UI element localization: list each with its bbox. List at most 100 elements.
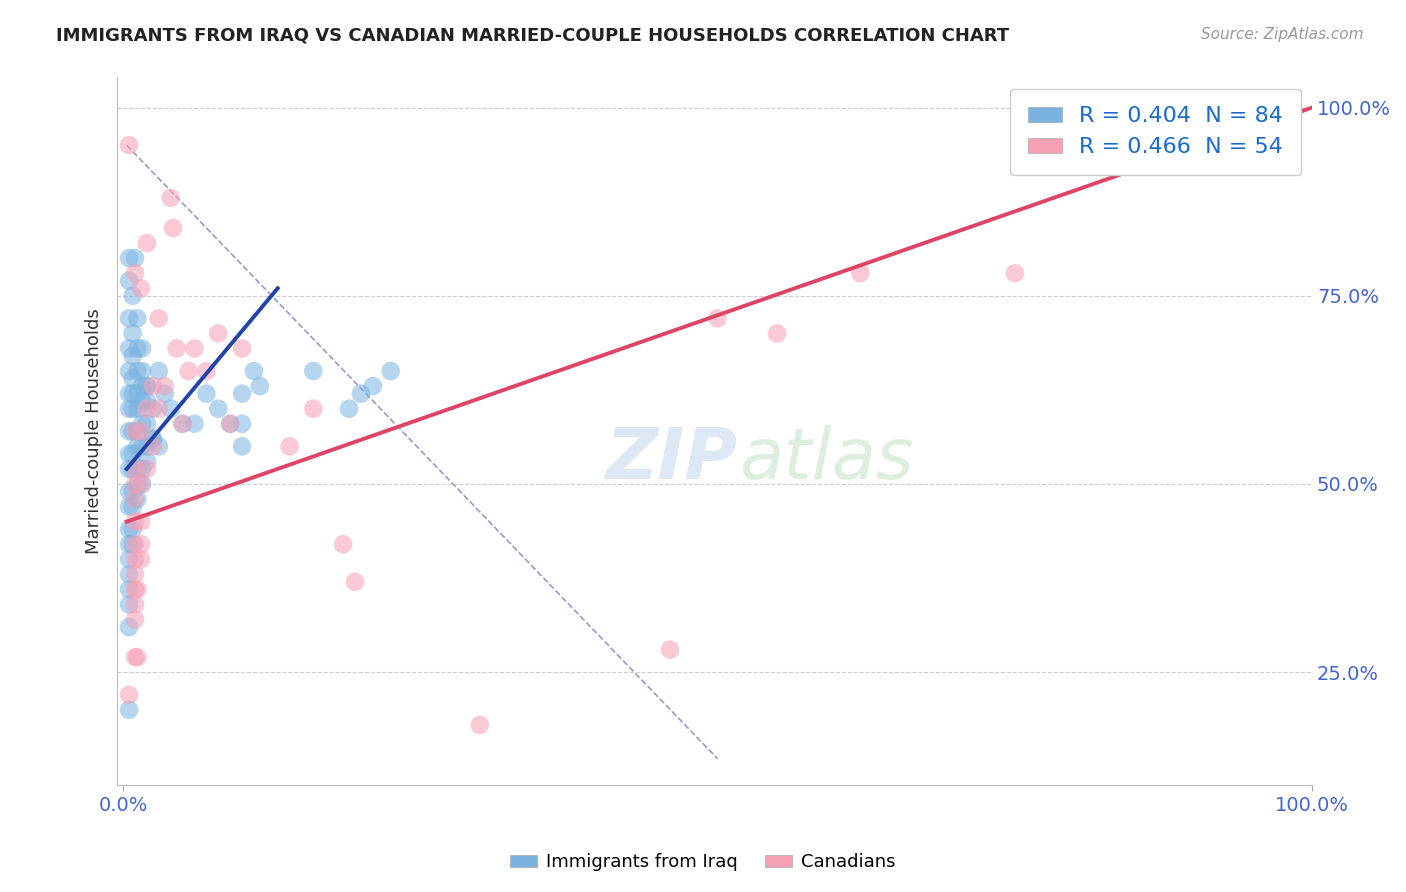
Point bbox=[129, 552, 152, 566]
Point bbox=[118, 274, 141, 288]
Point bbox=[121, 425, 143, 439]
Point bbox=[849, 266, 872, 280]
Point bbox=[278, 439, 301, 453]
Point bbox=[121, 401, 143, 416]
Point bbox=[124, 251, 146, 265]
Point bbox=[361, 379, 384, 393]
Point bbox=[129, 477, 152, 491]
Point bbox=[118, 251, 141, 265]
Point bbox=[118, 598, 141, 612]
Point bbox=[195, 386, 218, 401]
Point bbox=[127, 311, 149, 326]
Point bbox=[142, 401, 165, 416]
Point bbox=[243, 364, 266, 378]
Legend: Immigrants from Iraq, Canadians: Immigrants from Iraq, Canadians bbox=[503, 847, 903, 879]
Point bbox=[118, 688, 141, 702]
Point bbox=[249, 379, 271, 393]
Point bbox=[124, 582, 146, 597]
Point bbox=[135, 439, 157, 453]
Point bbox=[231, 386, 253, 401]
Point bbox=[124, 537, 146, 551]
Point bbox=[343, 574, 366, 589]
Point bbox=[118, 425, 141, 439]
Point bbox=[231, 342, 253, 356]
Point bbox=[124, 552, 146, 566]
Point bbox=[124, 425, 146, 439]
Point bbox=[124, 477, 146, 491]
Point bbox=[121, 537, 143, 551]
Point bbox=[118, 522, 141, 536]
Point bbox=[659, 642, 682, 657]
Point bbox=[159, 401, 181, 416]
Point bbox=[127, 439, 149, 453]
Text: IMMIGRANTS FROM IRAQ VS CANADIAN MARRIED-COUPLE HOUSEHOLDS CORRELATION CHART: IMMIGRANTS FROM IRAQ VS CANADIAN MARRIED… bbox=[56, 27, 1010, 45]
Point bbox=[135, 379, 157, 393]
Y-axis label: Married-couple Households: Married-couple Households bbox=[86, 309, 103, 554]
Point bbox=[1004, 266, 1026, 280]
Point bbox=[131, 379, 153, 393]
Point bbox=[121, 349, 143, 363]
Point bbox=[207, 401, 229, 416]
Point bbox=[172, 417, 194, 431]
Point bbox=[127, 650, 149, 665]
Point bbox=[131, 417, 153, 431]
Point bbox=[142, 432, 165, 446]
Point bbox=[135, 462, 157, 476]
Point bbox=[332, 537, 354, 551]
Point bbox=[124, 491, 146, 506]
Point bbox=[219, 417, 242, 431]
Text: Source: ZipAtlas.com: Source: ZipAtlas.com bbox=[1201, 27, 1364, 42]
Point bbox=[118, 401, 141, 416]
Point bbox=[148, 311, 170, 326]
Point bbox=[124, 613, 146, 627]
Point bbox=[118, 342, 141, 356]
Text: atlas: atlas bbox=[738, 425, 912, 494]
Point bbox=[121, 500, 143, 514]
Point bbox=[121, 371, 143, 385]
Point bbox=[118, 311, 141, 326]
Point bbox=[129, 281, 152, 295]
Point bbox=[207, 326, 229, 341]
Point bbox=[127, 477, 149, 491]
Point bbox=[124, 567, 146, 582]
Point bbox=[162, 221, 184, 235]
Point bbox=[124, 515, 146, 529]
Point bbox=[706, 311, 728, 326]
Point bbox=[153, 379, 176, 393]
Point bbox=[350, 386, 373, 401]
Point bbox=[468, 718, 491, 732]
Point bbox=[118, 447, 141, 461]
Point bbox=[131, 394, 153, 409]
Point bbox=[131, 342, 153, 356]
Point bbox=[142, 379, 165, 393]
Point bbox=[121, 462, 143, 476]
Point bbox=[135, 394, 157, 409]
Point bbox=[127, 386, 149, 401]
Point bbox=[1063, 138, 1085, 153]
Point bbox=[118, 500, 141, 514]
Point bbox=[124, 650, 146, 665]
Point bbox=[121, 289, 143, 303]
Point bbox=[118, 703, 141, 717]
Point bbox=[129, 515, 152, 529]
Point bbox=[121, 522, 143, 536]
Point bbox=[131, 364, 153, 378]
Point bbox=[131, 462, 153, 476]
Point bbox=[121, 326, 143, 341]
Point bbox=[337, 401, 360, 416]
Point bbox=[121, 447, 143, 461]
Point bbox=[183, 417, 205, 431]
Text: ZIP: ZIP bbox=[606, 425, 738, 494]
Point bbox=[118, 138, 141, 153]
Point bbox=[380, 364, 402, 378]
Point bbox=[219, 417, 242, 431]
Point bbox=[124, 462, 146, 476]
Point bbox=[148, 364, 170, 378]
Point bbox=[302, 364, 325, 378]
Point bbox=[183, 342, 205, 356]
Point bbox=[172, 417, 194, 431]
Point bbox=[124, 266, 146, 280]
Point bbox=[127, 462, 149, 476]
Point bbox=[131, 477, 153, 491]
Point bbox=[142, 439, 165, 453]
